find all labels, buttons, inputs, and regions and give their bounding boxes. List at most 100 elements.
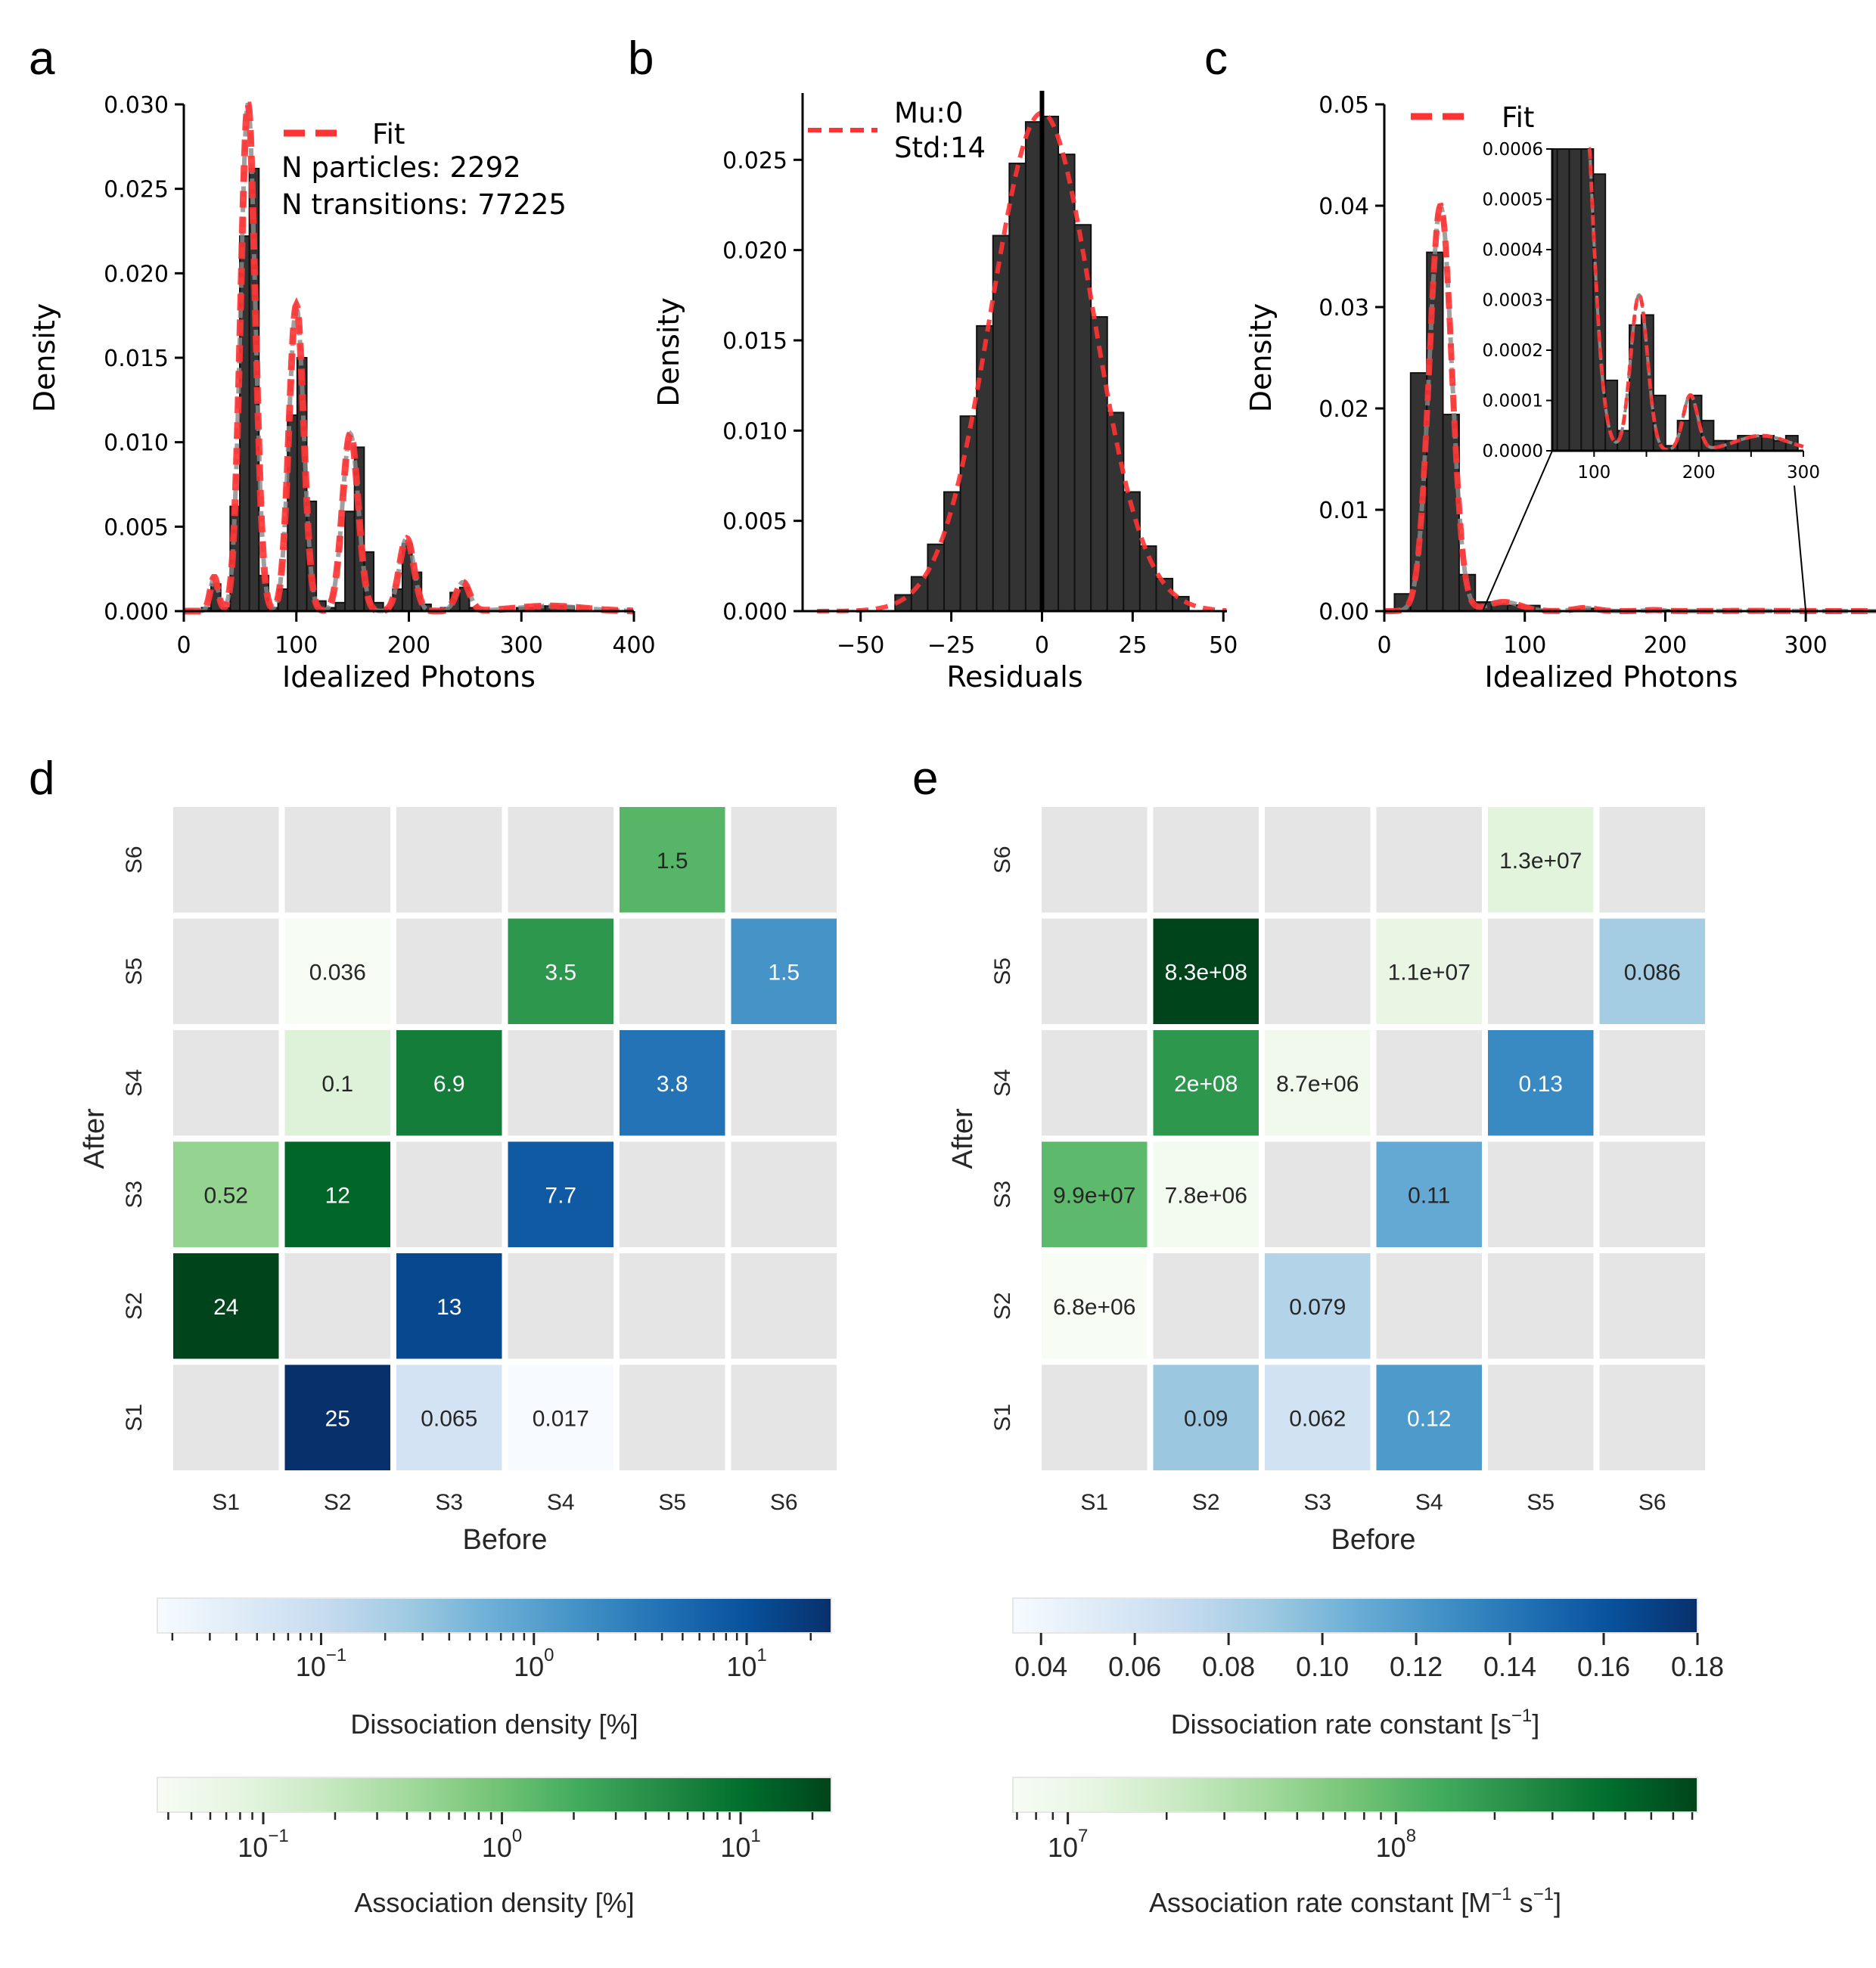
x-axis-label: Residuals (946, 660, 1082, 694)
heatmap-cell-association (508, 918, 613, 1024)
tick-base: 0.04 (1014, 1651, 1067, 1682)
colorbar-association-label: Association rate constant [M−1 s−1] (1149, 1884, 1561, 1918)
y-tick-label: 0.010 (104, 430, 169, 457)
inset-y-tick-label: 0.0003 (1483, 291, 1543, 311)
panel-label-d: d (29, 753, 54, 805)
cell-value-label: 1.5 (657, 849, 688, 874)
fit-line (184, 101, 633, 615)
colorbar-tick-label: 108 (1376, 1826, 1416, 1863)
tick-base: 10 (238, 1832, 268, 1863)
x-tick-label: 0 (176, 632, 191, 659)
colorbar-association (1012, 1777, 1698, 1813)
tick-base: 0.18 (1671, 1651, 1724, 1682)
tick-base: 10 (296, 1651, 326, 1682)
panel-label-a: a (29, 33, 55, 85)
colorbar-tick-label: 0.06 (1108, 1651, 1161, 1682)
x-category-label: S5 (1527, 1490, 1555, 1515)
y-axis-label: Density (28, 303, 61, 412)
heatmap-cell-dissociation (1599, 918, 1705, 1024)
x-tick-label: 300 (1784, 632, 1828, 659)
tick-base: 10 (726, 1651, 756, 1682)
empty-cell (1599, 1253, 1705, 1359)
tick-exponent: 0 (544, 1645, 554, 1665)
heatmap-cell-association (1042, 1141, 1148, 1247)
empty-cell (1488, 1141, 1594, 1247)
x-category-label: S5 (658, 1490, 686, 1515)
x-tick-label: 100 (1503, 632, 1546, 659)
inset-y-tick-label: 0.0001 (1483, 392, 1543, 411)
heatmap-cell-dissociation (731, 918, 837, 1024)
empty-cell (1599, 1030, 1705, 1136)
y-tick-label: 0.010 (722, 418, 787, 445)
y-tick-label: 0.025 (722, 147, 787, 174)
label-text: Dissociation rate constant [s (1171, 1709, 1511, 1740)
tick-base: 0.16 (1577, 1651, 1630, 1682)
y-tick-label: 0.02 (1318, 396, 1369, 423)
y-tick-label: 0.04 (1318, 194, 1369, 220)
y-tick-label: 0.05 (1318, 92, 1369, 119)
colorbar-tick-label: 10−1 (296, 1645, 346, 1682)
legend-fit-label: Fit (1502, 101, 1534, 134)
colorbar-tick-label: 0.04 (1014, 1651, 1067, 1682)
histogram-bar (334, 601, 346, 612)
inset-x-tick-label: 100 (1577, 463, 1610, 483)
cell-value-label: 3.8 (657, 1072, 688, 1097)
colorbar-dissociation-label: Dissociation rate constant [s−1] (1171, 1706, 1540, 1740)
x-tick-label: −25 (927, 632, 975, 659)
x-axis-label: Idealized Photons (1485, 660, 1738, 694)
fit-line (817, 110, 1227, 613)
x-axis-label: Idealized Photons (282, 660, 536, 694)
empty-cell (1265, 918, 1371, 1024)
cell-value-label: 6.8e+06 (1053, 1295, 1135, 1320)
heatmap-cell-association (284, 918, 390, 1024)
empty-cell (731, 1364, 837, 1470)
empty-cell (1153, 807, 1259, 913)
inset-connector-line (1794, 485, 1807, 612)
heatmap-cell-association (1265, 1030, 1371, 1136)
inset-axes: 0.0000 0.0001 0.0002 0.0003 0.0004 0.0005 0.00… (1483, 140, 1820, 483)
heatmap-cell-association (1488, 807, 1594, 913)
legend-fit-label: Fit (372, 118, 405, 151)
tick-base: 10 (720, 1832, 750, 1863)
label-sup: −1 (1511, 1706, 1532, 1726)
empty-cell (1153, 1253, 1259, 1359)
cell-value-label: 24 (213, 1295, 238, 1320)
panel-d-heatmap: 1.5 0.036 3.5 1.5 0.1 6.9 3.8 0.52 12 7.7 24 13 25 0.… (79, 807, 837, 1918)
cell-value-label: 0.12 (1407, 1406, 1451, 1431)
y-category-label: S4 (990, 1069, 1015, 1097)
y-tick-label: 0.000 (104, 599, 169, 625)
cell-value-label: 1.1e+07 (1388, 960, 1471, 985)
label-sup2: −1 (1533, 1884, 1554, 1904)
inset-histogram-bar (1592, 173, 1607, 452)
y-tick-label: 0.005 (104, 514, 169, 541)
heatmap-cell-dissociation (396, 1253, 502, 1359)
tick-exponent: 0 (512, 1826, 522, 1846)
heatmap-cell-association (1042, 1253, 1148, 1359)
heatmap-cell-dissociation (620, 1030, 725, 1136)
colorbar-tick-label: 0.14 (1483, 1651, 1536, 1682)
cell-value-label: 0.079 (1289, 1295, 1346, 1320)
x-tick-label: 400 (612, 632, 655, 659)
heatmap-cell-dissociation (396, 1364, 502, 1470)
y-axis-label: Density (1244, 303, 1278, 412)
y-tick-label: 0.015 (104, 346, 169, 372)
x-tick-label: 0 (1035, 632, 1049, 659)
cell-value-label: 1.3e+07 (1499, 849, 1582, 874)
empty-cell (620, 1141, 725, 1247)
empty-cell (1376, 1030, 1482, 1136)
histogram-bar (1155, 578, 1174, 613)
empty-cell (173, 1364, 279, 1470)
empty-cell (173, 1030, 279, 1136)
tick-exponent: 7 (1078, 1826, 1088, 1846)
inset-x-tick-label: 300 (1787, 463, 1820, 483)
x-tick-label: 200 (1644, 632, 1687, 659)
colorbar-tick-label: 0.08 (1202, 1651, 1255, 1682)
x-axis-label: Before (1331, 1524, 1416, 1556)
y-axis-label: After (947, 1108, 979, 1169)
panel-label-b: b (628, 33, 654, 85)
x-category-label: S6 (770, 1490, 798, 1515)
colorbar-tick-label: 107 (1048, 1826, 1088, 1863)
tick-exponent: −1 (268, 1826, 288, 1846)
x-tick-label: 25 (1118, 632, 1147, 659)
empty-cell (1376, 807, 1482, 913)
